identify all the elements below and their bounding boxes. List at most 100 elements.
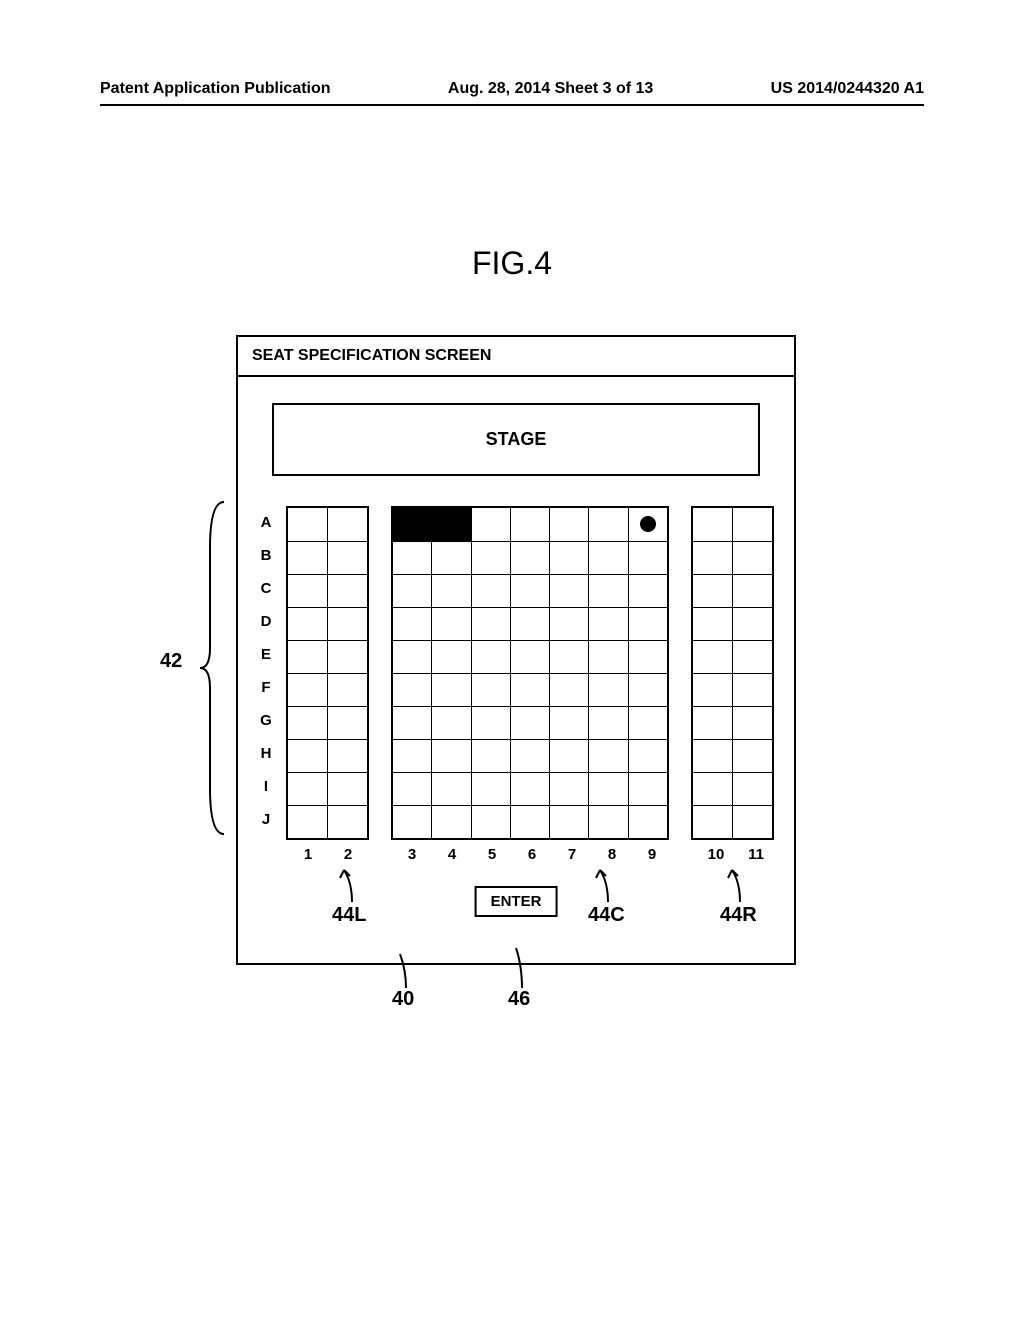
seat-cell[interactable] (471, 640, 510, 673)
seat-cell[interactable] (550, 640, 589, 673)
seat-cell[interactable] (288, 673, 327, 706)
seat-cell[interactable] (288, 541, 327, 574)
seat-cell[interactable] (628, 772, 667, 805)
seat-cell[interactable] (432, 607, 471, 640)
seat-cell[interactable] (471, 508, 510, 541)
seat-cell[interactable] (471, 739, 510, 772)
seat-cell[interactable] (288, 706, 327, 739)
seat-cell[interactable] (628, 541, 667, 574)
seat-cell[interactable] (327, 673, 366, 706)
seat-cell[interactable] (589, 541, 628, 574)
seat-cell[interactable] (693, 541, 732, 574)
seat-cell[interactable] (288, 739, 327, 772)
seat-cell[interactable] (327, 508, 366, 541)
seat-cell[interactable] (693, 508, 732, 541)
seat-cell[interactable] (432, 706, 471, 739)
seat-cell[interactable] (432, 574, 471, 607)
seat-cell[interactable] (693, 673, 732, 706)
seat-cell[interactable] (327, 739, 366, 772)
seat-cell[interactable] (510, 739, 549, 772)
seat-cell[interactable] (471, 673, 510, 706)
seat-cell[interactable] (393, 673, 432, 706)
seat-cell[interactable] (589, 706, 628, 739)
seat-cell[interactable] (550, 673, 589, 706)
seat-cell[interactable] (733, 706, 772, 739)
seat-cell[interactable] (432, 508, 471, 541)
seat-cell[interactable] (550, 574, 589, 607)
seat-cell[interactable] (288, 805, 327, 838)
seat-cell[interactable] (327, 574, 366, 607)
seat-cell[interactable] (288, 508, 327, 541)
seat-cell[interactable] (471, 607, 510, 640)
seat-cell[interactable] (288, 574, 327, 607)
seat-cell[interactable] (550, 805, 589, 838)
seat-cell[interactable] (628, 508, 667, 541)
seat-cell[interactable] (589, 805, 628, 838)
seat-cell[interactable] (550, 508, 589, 541)
seat-cell[interactable] (327, 640, 366, 673)
seat-cell[interactable] (471, 772, 510, 805)
seat-cell[interactable] (733, 607, 772, 640)
seat-cell[interactable] (471, 805, 510, 838)
seat-cell[interactable] (393, 607, 432, 640)
seat-cell[interactable] (693, 739, 732, 772)
seat-cell[interactable] (510, 706, 549, 739)
seat-cell[interactable] (550, 772, 589, 805)
seat-cell[interactable] (432, 739, 471, 772)
seat-cell[interactable] (510, 640, 549, 673)
seat-cell[interactable] (432, 673, 471, 706)
seat-cell[interactable] (510, 673, 549, 706)
seat-cell[interactable] (327, 772, 366, 805)
seat-cell[interactable] (510, 508, 549, 541)
seat-cell[interactable] (510, 541, 549, 574)
seat-cell[interactable] (733, 508, 772, 541)
seat-cell[interactable] (589, 673, 628, 706)
seat-cell[interactable] (589, 640, 628, 673)
seat-cell[interactable] (628, 673, 667, 706)
seat-cell[interactable] (432, 805, 471, 838)
seat-cell[interactable] (393, 574, 432, 607)
seat-cell[interactable] (693, 706, 732, 739)
seat-cell[interactable] (393, 706, 432, 739)
seat-cell[interactable] (288, 607, 327, 640)
seat-cell[interactable] (393, 805, 432, 838)
seat-cell[interactable] (589, 607, 628, 640)
seat-cell[interactable] (550, 607, 589, 640)
seat-cell[interactable] (393, 640, 432, 673)
seat-cell[interactable] (393, 772, 432, 805)
seat-cell[interactable] (471, 706, 510, 739)
seat-cell[interactable] (589, 772, 628, 805)
seat-cell[interactable] (327, 805, 366, 838)
seat-cell[interactable] (327, 706, 366, 739)
seat-cell[interactable] (693, 574, 732, 607)
seat-cell[interactable] (628, 574, 667, 607)
seat-cell[interactable] (471, 541, 510, 574)
seat-cell[interactable] (733, 673, 772, 706)
seat-cell[interactable] (471, 574, 510, 607)
seat-cell[interactable] (693, 805, 732, 838)
seat-cell[interactable] (393, 508, 432, 541)
seat-cell[interactable] (733, 772, 772, 805)
seat-cell[interactable] (393, 739, 432, 772)
seat-cell[interactable] (393, 541, 432, 574)
seat-cell[interactable] (693, 607, 732, 640)
seat-cell[interactable] (589, 739, 628, 772)
seat-cell[interactable] (432, 772, 471, 805)
seat-cell[interactable] (733, 805, 772, 838)
seat-cell[interactable] (589, 574, 628, 607)
seat-cell[interactable] (628, 805, 667, 838)
seat-cell[interactable] (550, 739, 589, 772)
seat-cell[interactable] (432, 640, 471, 673)
seat-cell[interactable] (510, 772, 549, 805)
seat-cell[interactable] (510, 574, 549, 607)
seat-cell[interactable] (733, 640, 772, 673)
seat-cell[interactable] (628, 706, 667, 739)
seat-cell[interactable] (733, 541, 772, 574)
enter-button[interactable]: ENTER (475, 886, 558, 917)
seat-cell[interactable] (733, 739, 772, 772)
seat-cell[interactable] (510, 805, 549, 838)
seat-cell[interactable] (693, 772, 732, 805)
seat-cell[interactable] (432, 541, 471, 574)
seat-cell[interactable] (550, 706, 589, 739)
seat-cell[interactable] (550, 541, 589, 574)
